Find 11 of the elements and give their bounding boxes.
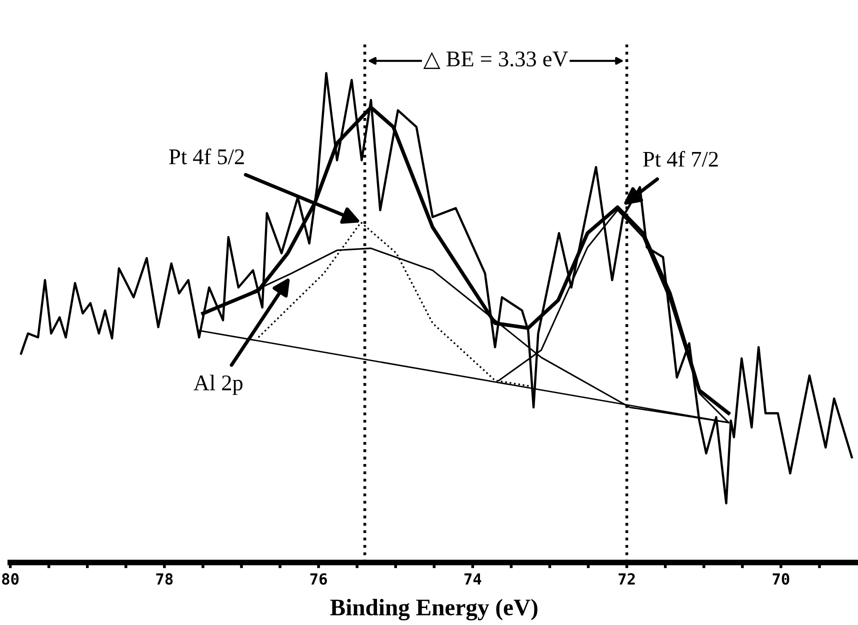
x-tick-label: 78: [156, 573, 173, 585]
x-tick-label: 80: [2, 573, 19, 585]
x-tick-label: 72: [618, 573, 635, 585]
x-tick-label: 74: [464, 573, 482, 585]
annotation: Pt 4f 5/2: [169, 148, 244, 164]
x-tick-label: 70: [772, 573, 790, 585]
x-tick-label: 76: [310, 573, 327, 585]
text: △ BE = 3.33 eV: [423, 52, 568, 69]
annotation: Al 2p: [194, 374, 242, 395]
x-axis-title: Binding Energy (eV): [330, 598, 538, 620]
annotation: Pt 4f 7/2: [643, 150, 718, 167]
